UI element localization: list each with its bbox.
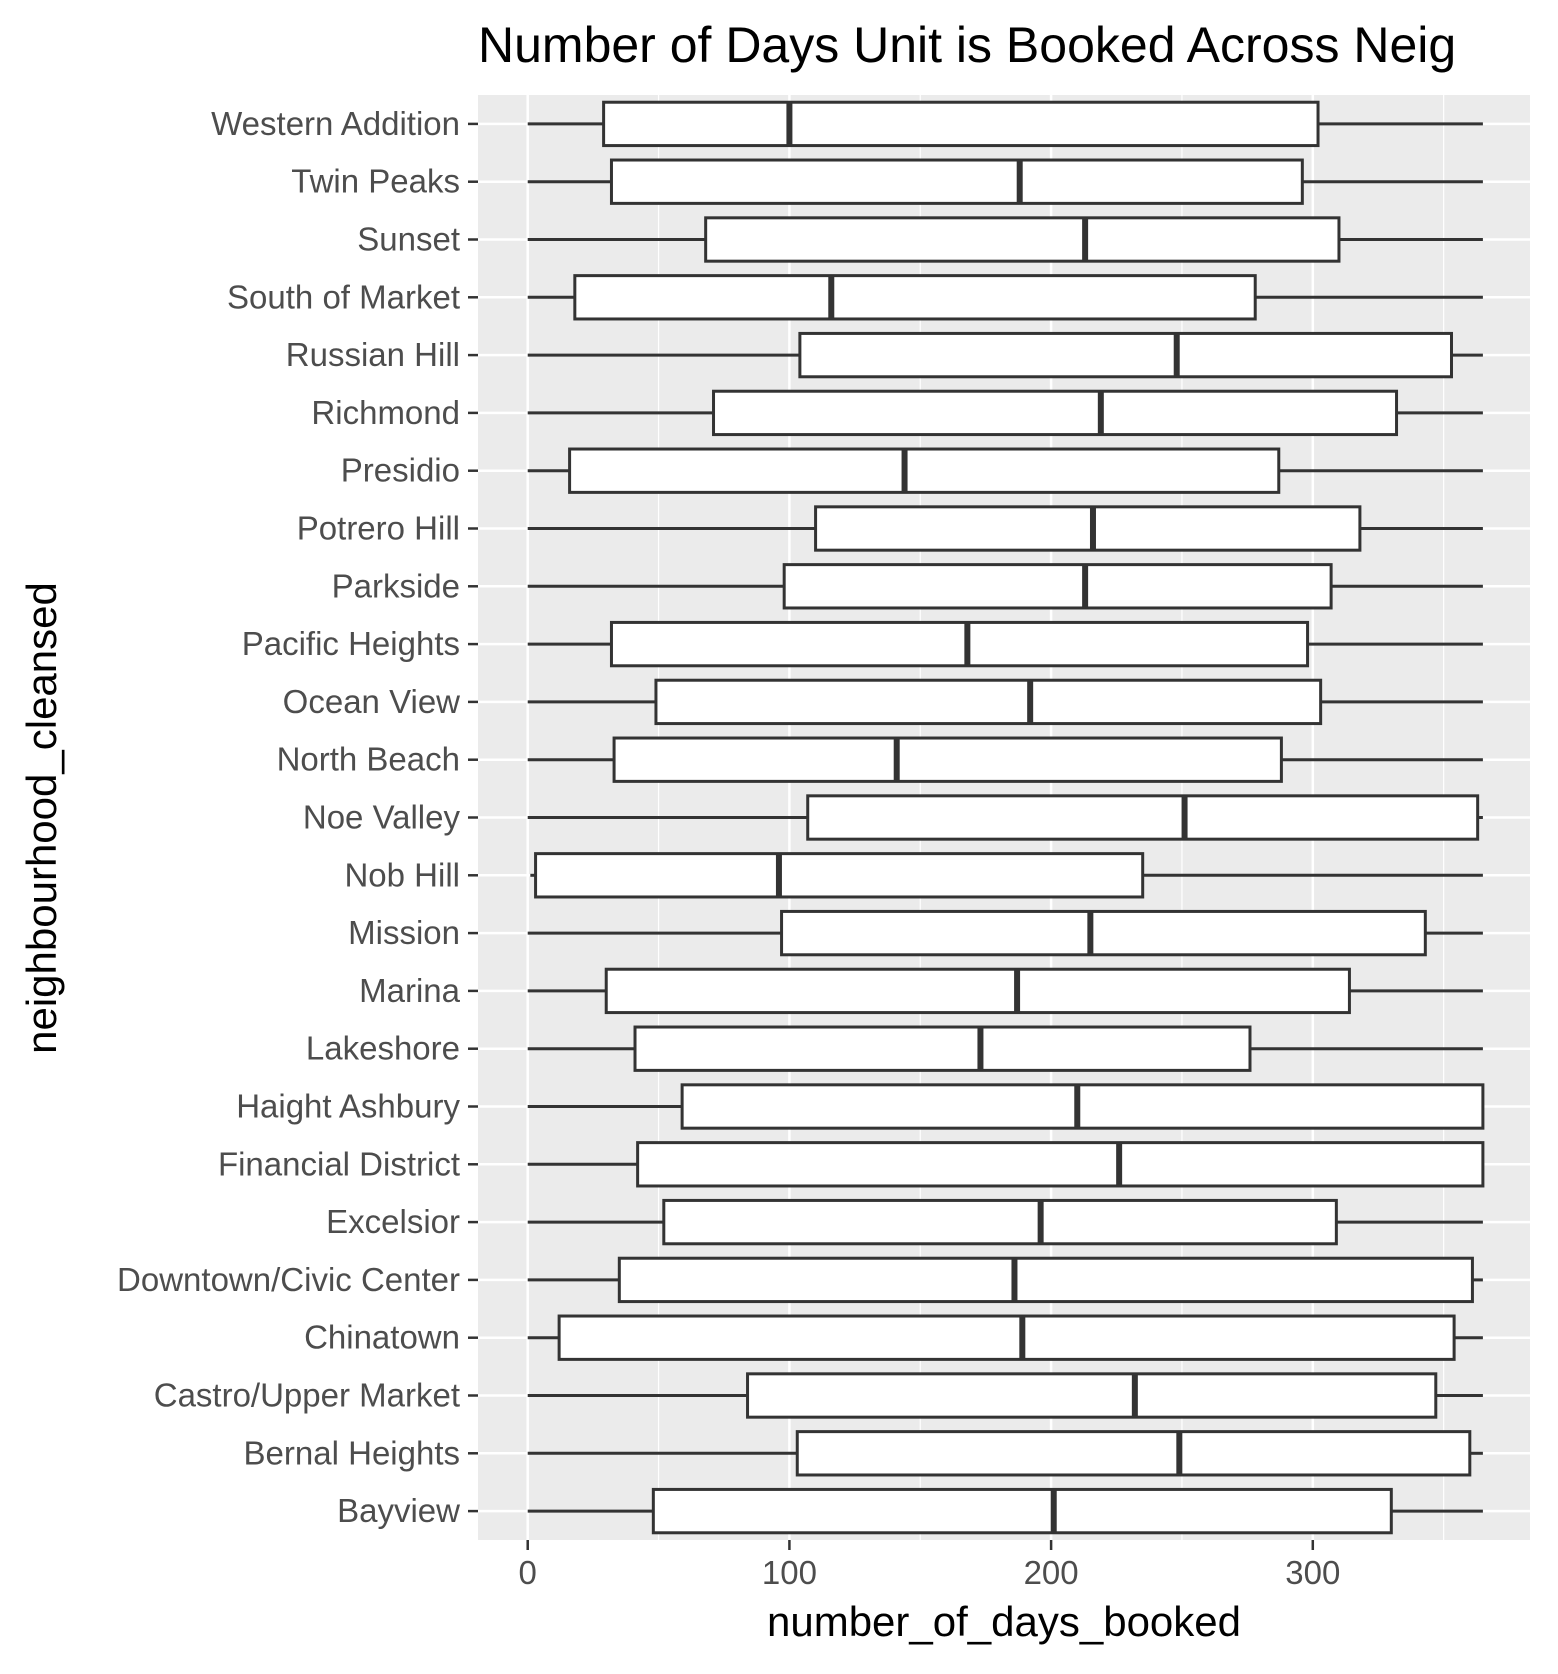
y-tick-label: Russian Hill — [286, 336, 460, 373]
x-axis-title: number_of_days_booked — [767, 1598, 1241, 1645]
box-iqr — [636, 1141, 1485, 1188]
box-south-of-market — [527, 274, 1483, 321]
box-iqr — [609, 620, 1310, 668]
y-tick-label: Noe Valley — [303, 799, 461, 836]
y-tick-label: Chinatown — [304, 1319, 460, 1356]
box-iqr — [557, 1314, 1456, 1361]
box-iqr — [604, 967, 1351, 1015]
box-western-addition — [527, 100, 1483, 148]
box-iqr — [662, 1198, 1338, 1246]
y-tick-label: Haight Ashbury — [236, 1088, 460, 1125]
y-tick-label: Western Addition — [211, 105, 460, 142]
box-twin-peaks — [527, 158, 1483, 205]
y-tick-label: Bernal Heights — [244, 1434, 460, 1471]
box-iqr — [704, 216, 1341, 263]
y-tick-label: Richmond — [311, 394, 460, 431]
box-excelsior — [527, 1198, 1483, 1246]
box-iqr — [798, 331, 1453, 379]
box-iqr — [814, 505, 1362, 552]
box-downtown-civic-center — [527, 1256, 1483, 1304]
y-tick-label: Mission — [348, 914, 460, 951]
y-tick-label: North Beach — [277, 741, 460, 778]
box-iqr — [602, 100, 1320, 148]
y-tick-label: Nob Hill — [344, 856, 460, 893]
box-series — [527, 100, 1485, 1535]
box-iqr — [780, 909, 1427, 957]
y-tick-label: Marina — [359, 972, 461, 1009]
chart-title: Number of Days Unit is Booked Across Nei… — [478, 17, 1456, 73]
box-noe-valley — [527, 794, 1483, 841]
y-tick-label: Downtown/Civic Center — [117, 1261, 460, 1298]
box-parkside — [527, 563, 1483, 610]
y-axis-ticks: Western Addition Twin Peaks Sunset South of… — [117, 105, 478, 1529]
box-lakeshore — [527, 1025, 1483, 1072]
box-mission — [527, 909, 1483, 957]
box-nob-hill — [530, 852, 1483, 899]
box-iqr — [782, 563, 1333, 610]
box-iqr — [712, 389, 1399, 437]
box-iqr — [609, 158, 1304, 205]
y-tick-label: Sunset — [357, 221, 460, 258]
y-tick-label: Financial District — [218, 1145, 460, 1182]
box-pacific-heights — [527, 620, 1483, 668]
y-tick-label: Lakeshore — [306, 1030, 460, 1067]
box-iqr — [617, 1256, 1474, 1304]
x-axis-ticks: 0 100 200 300 — [519, 1540, 1340, 1591]
y-axis-title: neighbourhood_cleansed — [18, 582, 65, 1054]
y-tick-label: Pacific Heights — [242, 625, 460, 662]
box-bayview — [527, 1487, 1483, 1535]
box-bernal-heights — [527, 1430, 1483, 1477]
box-financial-district — [527, 1141, 1485, 1188]
y-tick-label: Excelsior — [326, 1203, 460, 1240]
y-tick-label: Ocean View — [283, 683, 460, 720]
x-tick-label: 300 — [1285, 1554, 1340, 1591]
box-sunset — [527, 216, 1483, 263]
y-tick-label: Twin Peaks — [291, 163, 460, 200]
x-tick-label: 100 — [762, 1554, 817, 1591]
x-tick-label: 0 — [519, 1554, 537, 1591]
box-castro-upper-market — [527, 1372, 1483, 1419]
box-marina — [527, 967, 1483, 1015]
box-richmond — [527, 389, 1483, 437]
y-tick-label: Parkside — [332, 567, 460, 604]
box-iqr — [633, 1025, 1252, 1072]
box-iqr — [534, 852, 1145, 899]
box-iqr — [612, 736, 1283, 783]
x-tick-label: 200 — [1024, 1554, 1079, 1591]
box-chinatown — [527, 1314, 1483, 1361]
y-tick-label: Potrero Hill — [297, 510, 460, 547]
box-iqr — [573, 274, 1257, 321]
box-iqr — [746, 1372, 1438, 1419]
box-russian-hill — [527, 331, 1483, 379]
box-iqr — [795, 1430, 1472, 1477]
y-tick-label: South of Market — [227, 278, 460, 315]
box-presidio — [527, 447, 1483, 494]
y-tick-label: Bayview — [337, 1492, 460, 1529]
box-north-beach — [527, 736, 1483, 783]
box-iqr — [568, 447, 1281, 494]
box-iqr — [654, 678, 1323, 726]
box-iqr — [680, 1083, 1485, 1130]
y-tick-label: Presidio — [341, 452, 460, 489]
y-tick-label: Castro/Upper Market — [154, 1377, 460, 1414]
box-iqr — [806, 794, 1480, 841]
box-haight-ashbury — [527, 1083, 1485, 1130]
box-potrero-hill — [527, 505, 1483, 552]
box-ocean-view — [527, 678, 1483, 726]
box-iqr — [651, 1487, 1393, 1535]
